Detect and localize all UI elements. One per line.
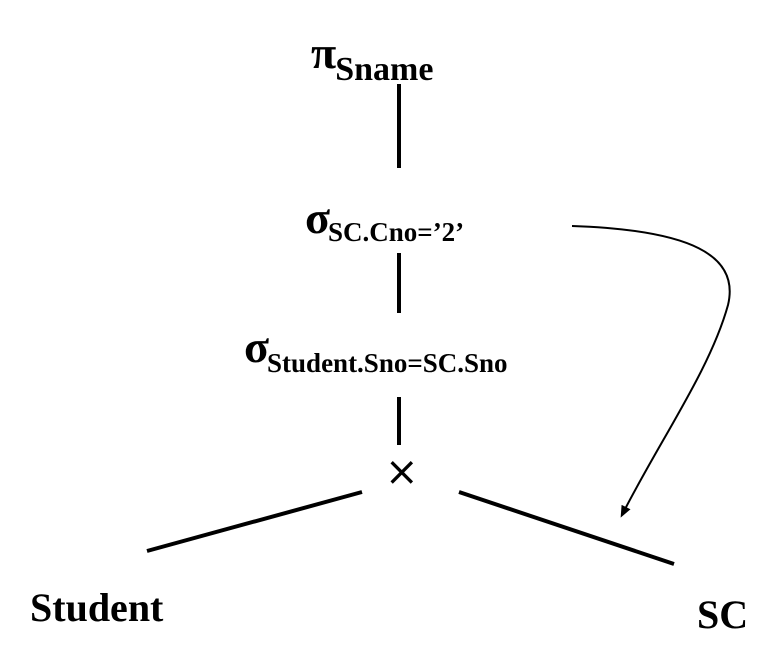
selection-join-node: σStudent.Sno=SC.Sno <box>244 321 510 377</box>
leaf-student-relation: Student <box>30 585 164 630</box>
edge-product-to-sc <box>458 490 675 566</box>
selection-course-node: σSC.Cno=’2’ <box>305 192 466 246</box>
leaf-sc-relation: SC <box>697 592 749 637</box>
projection-symbol: π <box>311 27 337 78</box>
selection-join-condition: Student.Sno=SC.Sno <box>267 348 508 378</box>
projection-attribute: Sname <box>335 51 434 88</box>
selection-course-condition: SC.Cno=’2’ <box>328 217 465 247</box>
projection-node: πSname <box>311 27 434 87</box>
edge-product-to-student <box>146 490 363 553</box>
selection-join-symbol: σ <box>244 321 270 372</box>
selection-course-symbol: σ <box>305 192 331 243</box>
push-down-arrow <box>571 225 731 518</box>
cartesian-product-node: × <box>385 449 419 495</box>
